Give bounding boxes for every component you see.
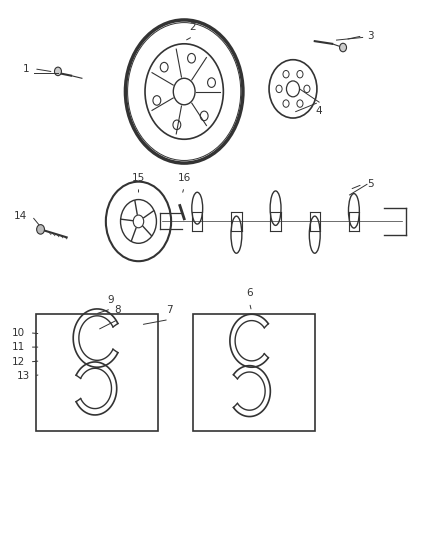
Text: 8: 8 <box>115 305 121 316</box>
Text: 15: 15 <box>132 173 145 183</box>
Text: 12: 12 <box>12 357 25 367</box>
Circle shape <box>37 224 45 234</box>
Text: 6: 6 <box>246 288 253 298</box>
Text: 5: 5 <box>367 179 374 189</box>
Text: 9: 9 <box>108 295 114 305</box>
Text: 13: 13 <box>17 372 30 381</box>
Text: 16: 16 <box>177 173 191 183</box>
Text: 14: 14 <box>14 211 28 221</box>
Text: 3: 3 <box>367 31 374 41</box>
Text: 1: 1 <box>23 64 30 74</box>
Text: 2: 2 <box>190 22 196 32</box>
Circle shape <box>339 43 346 52</box>
Bar <box>193 314 315 431</box>
Circle shape <box>54 67 61 76</box>
Text: 10: 10 <box>12 328 25 338</box>
Text: 7: 7 <box>166 305 172 316</box>
Text: 4: 4 <box>316 107 322 116</box>
Bar <box>36 314 158 431</box>
Text: 11: 11 <box>12 342 25 352</box>
